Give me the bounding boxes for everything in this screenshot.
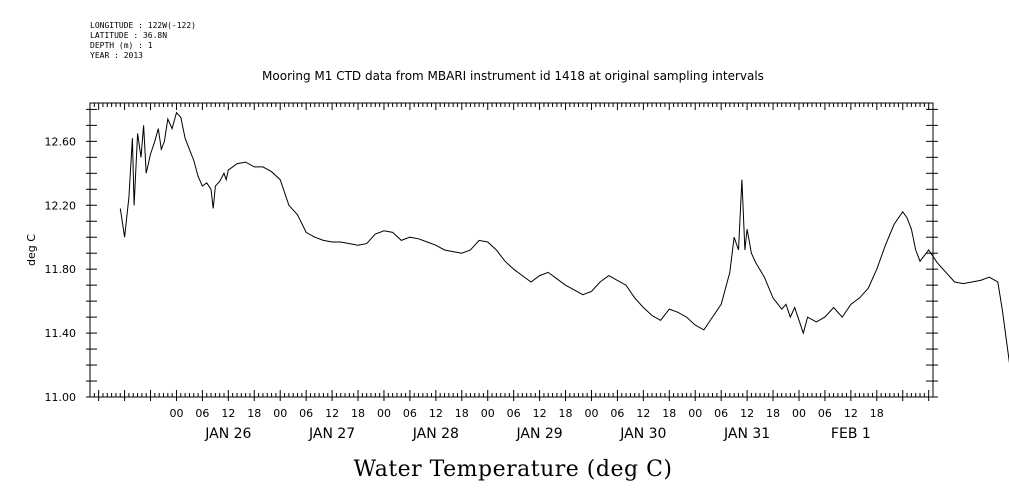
y-tick-label: 12.20 — [45, 199, 77, 212]
x-tick-label: 00 — [481, 407, 495, 420]
plot-frame — [89, 102, 934, 398]
x-tick-label: 00 — [584, 407, 598, 420]
x-tick-label: 00 — [688, 407, 702, 420]
x-tick-label: 06 — [818, 407, 832, 420]
x-tick-label: 06 — [507, 407, 521, 420]
y-axis-label: deg C — [25, 234, 38, 266]
x-tick-label: 12 — [325, 407, 339, 420]
x-day-label: JAN 28 — [412, 426, 459, 442]
x-day-label: FEB 1 — [831, 426, 871, 442]
x-tick-label: 00 — [273, 407, 287, 420]
depth-text: DEPTH (m) : 1 — [90, 41, 153, 50]
x-day-label: JAN 30 — [619, 426, 666, 442]
x-tick-label: 06 — [610, 407, 624, 420]
y-tick-label: 11.40 — [45, 327, 77, 340]
y-tick-label: 12.60 — [45, 135, 77, 148]
x-tick-label: 06 — [195, 407, 209, 420]
x-tick-label: 12 — [636, 407, 650, 420]
chart-title: Mooring M1 CTD data from MBARI instrumen… — [262, 69, 764, 83]
chart-axes: 00 06 12 18 00 06 12 18 00 06 12 18 00 06 12 18 00 06 12 18… — [45, 102, 938, 442]
x-tick-label: 18 — [870, 407, 884, 420]
x-tick-label: 18 — [351, 407, 365, 420]
x-tick-label: 00 — [169, 407, 183, 420]
x-tick-label: 06 — [299, 407, 313, 420]
x-tick-label: 06 — [714, 407, 728, 420]
x-tick-label: 12 — [740, 407, 754, 420]
x-tick-label: 18 — [247, 407, 261, 420]
x-axis-title: Water Temperature (deg C) — [354, 457, 673, 482]
x-tick-label: 12 — [221, 407, 235, 420]
x-day-label: JAN 31 — [723, 426, 770, 442]
y-tick-label: 11.80 — [45, 263, 77, 276]
x-tick-label: 06 — [403, 407, 417, 420]
x-day-label: JAN 26 — [204, 426, 251, 442]
y-tick-label: 11.00 — [45, 391, 77, 404]
x-tick-label: 00 — [792, 407, 806, 420]
x-tick-label: 18 — [662, 407, 676, 420]
temperature-series-line — [119, 111, 1009, 364]
x-tick-label: 18 — [559, 407, 573, 420]
year-text: YEAR : 2013 — [90, 51, 143, 60]
x-tick-label: 12 — [844, 407, 858, 420]
x-day-label: JAN 27 — [308, 426, 355, 442]
x-tick-label: 18 — [766, 407, 780, 420]
latitude-text: LATITUDE : 36.8N — [90, 31, 168, 40]
x-tick-label: 12 — [533, 407, 547, 420]
x-tick-label: 00 — [377, 407, 391, 420]
metadata-block: LONGITUDE : 122W(-122) LATITUDE : 36.8N … — [90, 21, 196, 61]
x-tick-label: 18 — [455, 407, 469, 420]
longitude-text: LONGITUDE : 122W(-122) — [90, 21, 196, 30]
x-day-label: JAN 29 — [515, 426, 562, 442]
x-tick-label: 12 — [429, 407, 443, 420]
